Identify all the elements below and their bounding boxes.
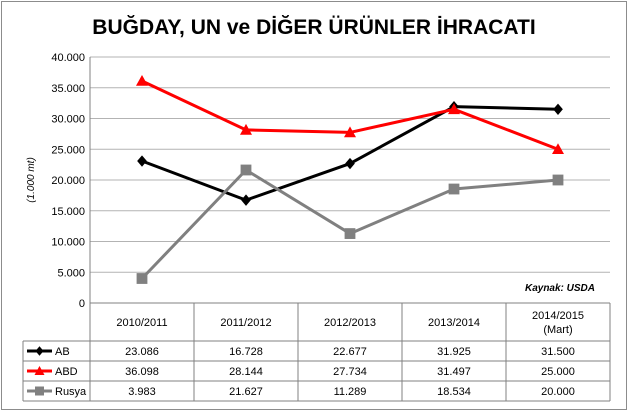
category-label: (Mart)	[543, 324, 572, 336]
series-line-rusya	[140, 168, 559, 280]
data-point-ab	[553, 103, 563, 115]
data-point-rusya	[240, 164, 252, 176]
data-cell: 27.734	[333, 366, 367, 378]
data-cell: 36.098	[125, 366, 159, 378]
data-cell: 28.144	[229, 366, 263, 378]
data-table: 2010/2011 2011/2012 2012/2013 2013/2014 2014…	[22, 303, 611, 402]
data-point-abd	[344, 126, 356, 138]
y-tick-label: 25.000	[51, 144, 85, 156]
data-point-rusya	[552, 174, 564, 186]
data-point-abd	[136, 74, 148, 86]
legend-label: Rusya	[55, 386, 87, 398]
data-cell: 18.534	[437, 386, 471, 398]
y-tick-label: 5.000	[57, 267, 85, 279]
category-label: 2012/2013	[324, 317, 376, 329]
data-point-rusya	[136, 273, 148, 284]
legend-key-marker	[34, 366, 45, 375]
y-tick-label: 15.000	[51, 206, 85, 218]
y-tick-label: 30.000	[51, 114, 85, 126]
data-cell: 22.677	[333, 346, 367, 358]
data-point-rusya	[448, 183, 460, 195]
data-cell: 16.728	[229, 346, 263, 358]
grid: 0 5.000 10.000 15.000 20.000 25.000 30.000 35.0…	[51, 52, 610, 310]
data-point-ab	[345, 157, 355, 170]
y-tick-label: 0	[79, 298, 85, 310]
category-label: 2010/2011	[116, 317, 167, 329]
legend-key-marker	[35, 386, 44, 396]
legend-label: ABD	[55, 366, 78, 378]
data-point-ab	[137, 155, 147, 167]
source-note: Kaynak: USDA	[525, 283, 595, 294]
legend-key-marker	[35, 346, 44, 356]
data-point-rusya	[344, 228, 356, 239]
plot-series	[136, 74, 564, 284]
y-tick-label: 40.000	[51, 52, 85, 64]
data-cell: 20.000	[541, 386, 575, 398]
data-cell: 31.925	[437, 346, 471, 358]
data-cell: 3.983	[128, 386, 156, 398]
data-cell: 23.086	[125, 346, 159, 358]
data-point-abd	[240, 123, 252, 135]
chart-title: BUĞDAY, UN ve DİĞER ÜRÜNLER İHRACATI	[92, 15, 535, 39]
data-cell: 21.627	[229, 386, 263, 398]
legend-label: AB	[55, 346, 70, 358]
data-cell: 31.497	[437, 366, 471, 378]
data-cell: 25.000	[541, 366, 575, 378]
y-tick-label: 10.000	[51, 237, 85, 249]
category-label: 2014/2015	[532, 310, 584, 322]
data-point-ab	[241, 194, 251, 206]
data-point-abd	[552, 143, 564, 155]
series-line-abd	[141, 79, 559, 151]
y-tick-label: 35.000	[51, 83, 85, 95]
y-tick-label: 20.000	[51, 175, 85, 187]
data-cell: 11.289	[334, 386, 367, 398]
data-point-abd	[448, 103, 460, 115]
y-axis-label: (1.000 mt)	[26, 157, 37, 203]
category-label: 2013/2014	[428, 317, 480, 329]
category-label: 2011/2012	[220, 317, 271, 329]
data-cell: 31.500	[541, 346, 575, 358]
